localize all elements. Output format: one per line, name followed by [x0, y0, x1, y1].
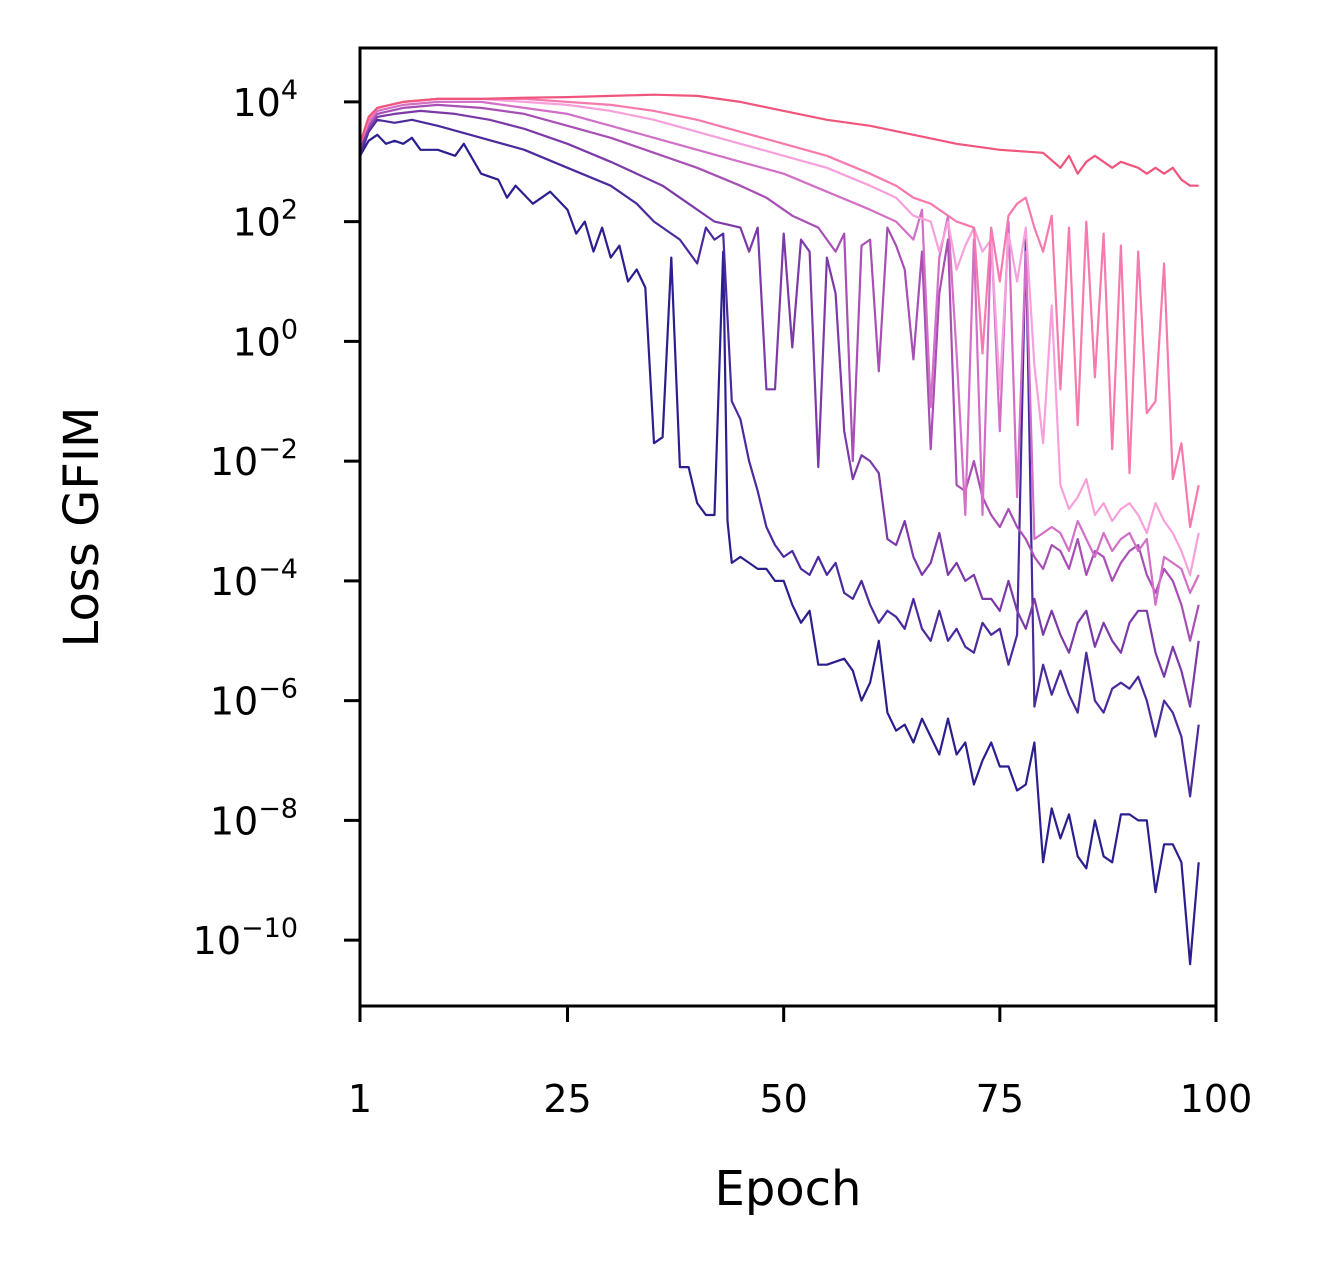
x-axis: 1 25 50 75 100	[348, 1006, 1252, 1121]
y-tick-exponent: −8	[258, 793, 298, 824]
y-tick-label: 10−4	[210, 554, 298, 604]
series-line-7	[358, 97, 1200, 529]
x-tick-label: 25	[543, 1077, 591, 1121]
x-tick-label: 100	[1180, 1077, 1253, 1121]
series-line-1	[359, 133, 1200, 966]
y-tick-label: 104	[232, 75, 298, 125]
y-tick-exponent: −10	[241, 913, 298, 944]
series-line-4	[359, 103, 1200, 642]
series-layer	[358, 93, 1200, 966]
y-tick-label: 10−6	[210, 674, 298, 724]
y-tick-label: 10−2	[210, 434, 298, 484]
x-tick-label: 1	[348, 1077, 372, 1121]
y-tick-label: 100	[232, 314, 298, 364]
series-line-2	[358, 118, 1200, 798]
y-tick-base: 10	[232, 320, 280, 364]
y-tick-base: 10	[232, 201, 280, 245]
y-tick-exponent: −6	[258, 674, 298, 705]
x-tick-label: 50	[759, 1077, 807, 1121]
y-tick-base: 10	[210, 560, 258, 604]
y-tick-base: 10	[210, 799, 258, 843]
y-tick-label: 10−10	[193, 913, 298, 963]
x-tick-label: 75	[976, 1077, 1024, 1121]
y-tick-exponent: −2	[258, 434, 298, 465]
y-tick-base: 10	[210, 440, 258, 484]
series-line-5	[358, 100, 1200, 606]
y-tick-base: 10	[210, 680, 258, 724]
y-tick-base: 10	[193, 919, 241, 963]
plot-frame	[358, 46, 1218, 1008]
y-tick-exponent: 0	[281, 314, 298, 345]
y-tick-exponent: 4	[281, 75, 298, 106]
series-line-3	[358, 109, 1200, 708]
y-tick-exponent: −4	[258, 554, 298, 585]
y-axis-title: Loss GFIM	[54, 407, 110, 648]
series-line-8	[358, 93, 1199, 187]
y-tick-label: 10−8	[210, 793, 298, 843]
y-tick-exponent: 2	[281, 195, 298, 226]
y-tick-base: 10	[232, 81, 280, 125]
y-tick-label: 102	[232, 195, 298, 245]
x-axis-title: Epoch	[715, 1161, 862, 1217]
